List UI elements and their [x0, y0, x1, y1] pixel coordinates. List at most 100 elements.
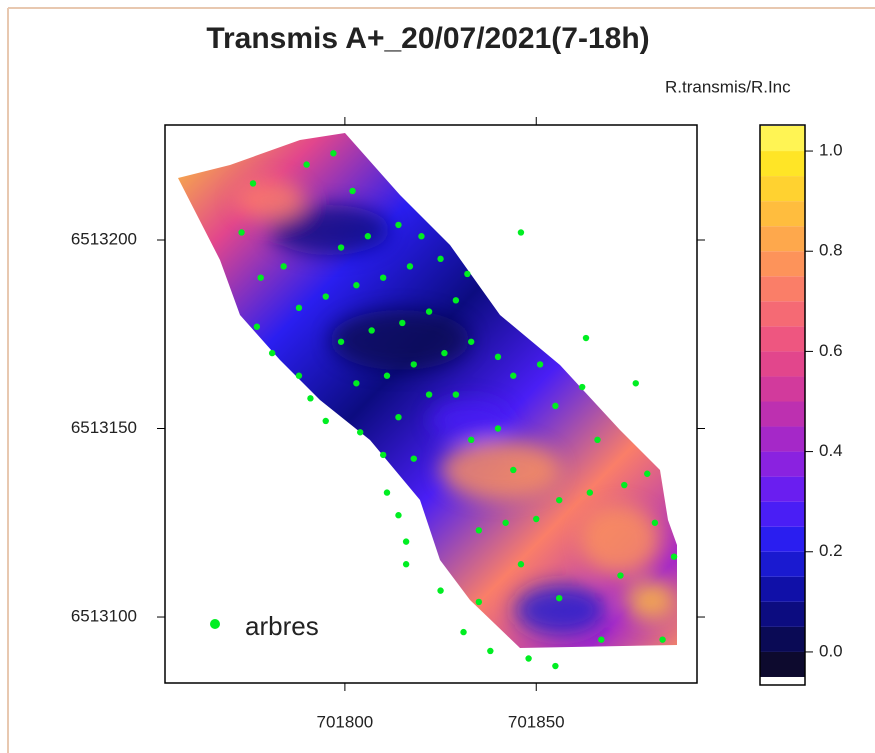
tree-point	[441, 349, 448, 357]
tree-point	[525, 655, 532, 662]
tree-point	[644, 470, 651, 477]
tree-point	[410, 455, 417, 462]
tree-point	[257, 274, 264, 281]
tree-point	[617, 572, 624, 579]
tree-point	[437, 255, 444, 263]
tree-point	[494, 353, 502, 361]
colorbar-band	[760, 601, 805, 627]
tree-point	[494, 425, 502, 432]
colorbar-band	[760, 251, 805, 277]
colorbar-band	[760, 476, 805, 502]
tree-point	[475, 598, 483, 606]
tree-point	[578, 383, 586, 391]
tree-point	[651, 519, 659, 526]
tree-point	[402, 538, 410, 545]
tree-point	[418, 233, 425, 240]
colorbar-frame	[759, 124, 806, 686]
tree-point	[353, 282, 360, 289]
tree-point	[307, 395, 314, 402]
tree-point	[337, 244, 345, 251]
tree-point	[368, 327, 375, 334]
tree-point	[295, 304, 303, 312]
tree-point	[406, 263, 414, 270]
colorbar-band	[760, 551, 805, 577]
tree-point	[364, 233, 372, 240]
x-tick-label: 701850	[508, 712, 565, 731]
colorbar-tick-label: 0.2	[819, 541, 843, 560]
tree-point	[552, 662, 559, 670]
tree-point	[437, 587, 444, 594]
tree-point	[410, 361, 417, 368]
tree-point	[517, 229, 525, 236]
tree-point	[349, 187, 356, 195]
colorbar-band	[760, 126, 805, 152]
tree-point	[552, 402, 559, 410]
tree-point	[330, 150, 337, 157]
tree-point	[356, 429, 364, 436]
tree-point	[621, 481, 628, 489]
legend-marker	[210, 619, 220, 629]
tree-point	[502, 519, 509, 526]
tree-point	[322, 417, 329, 425]
tree-point	[510, 466, 517, 474]
tree-point	[533, 515, 540, 523]
colorbar-band	[760, 301, 805, 327]
plot-frame	[164, 124, 698, 684]
tree-point	[249, 180, 257, 187]
colorbar-tick-label: 1.0	[819, 141, 843, 160]
colorbar-title: R.transmis/R.Inc	[665, 77, 791, 96]
tree-point	[399, 319, 406, 327]
tree-point	[395, 221, 402, 229]
tree-point	[337, 338, 345, 345]
tree-point	[556, 594, 563, 602]
colorbar-band	[760, 151, 805, 177]
colorbar-tick-label: 0.6	[819, 341, 843, 360]
tree-point	[464, 270, 471, 278]
y-tick-label: 6513150	[71, 418, 137, 437]
colorbar-band	[760, 451, 805, 477]
tree-point	[659, 636, 666, 643]
tree-point	[510, 372, 517, 379]
tree-point	[517, 561, 525, 568]
tree-point	[425, 391, 433, 398]
colorbar-band	[760, 176, 805, 202]
colorbar-band	[760, 426, 805, 452]
colorbar-band	[760, 376, 805, 402]
colorbar-tick-label: 0.4	[819, 441, 843, 460]
tree-point	[268, 349, 276, 357]
tree-point	[467, 436, 475, 444]
tree-point	[280, 263, 287, 270]
y-tick-label: 6513100	[71, 607, 137, 626]
colorbar-band	[760, 351, 805, 377]
tree-point	[536, 361, 544, 368]
tree-point	[475, 527, 483, 534]
colorbar-tick-label: 0.8	[819, 241, 843, 260]
x-tick-label: 701800	[317, 712, 374, 731]
tree-point	[379, 451, 387, 459]
tree-point	[670, 553, 678, 560]
tree-point	[295, 372, 303, 379]
colorbar-band	[760, 501, 805, 527]
chart-title: Transmis A+_20/07/2021(7-18h)	[206, 22, 649, 55]
tree-point	[556, 496, 563, 504]
tree-point	[395, 512, 402, 519]
tree-point	[238, 229, 245, 236]
tree-point	[467, 338, 475, 345]
tree-point	[452, 297, 460, 304]
colorbar-band	[760, 651, 805, 677]
tree-point	[425, 308, 433, 315]
tree-point	[379, 274, 387, 281]
colorbar-band	[760, 201, 805, 227]
tree-point	[452, 391, 460, 398]
colorbar-band	[760, 626, 805, 652]
colorbar-band	[760, 226, 805, 252]
tree-point	[632, 380, 639, 387]
tree-point	[402, 561, 410, 568]
tree-point	[460, 628, 467, 636]
tree-point	[598, 636, 605, 643]
legend-label: arbres	[245, 611, 319, 641]
tree-point	[487, 647, 494, 655]
tree-point	[253, 323, 261, 330]
colorbar-band	[760, 276, 805, 302]
